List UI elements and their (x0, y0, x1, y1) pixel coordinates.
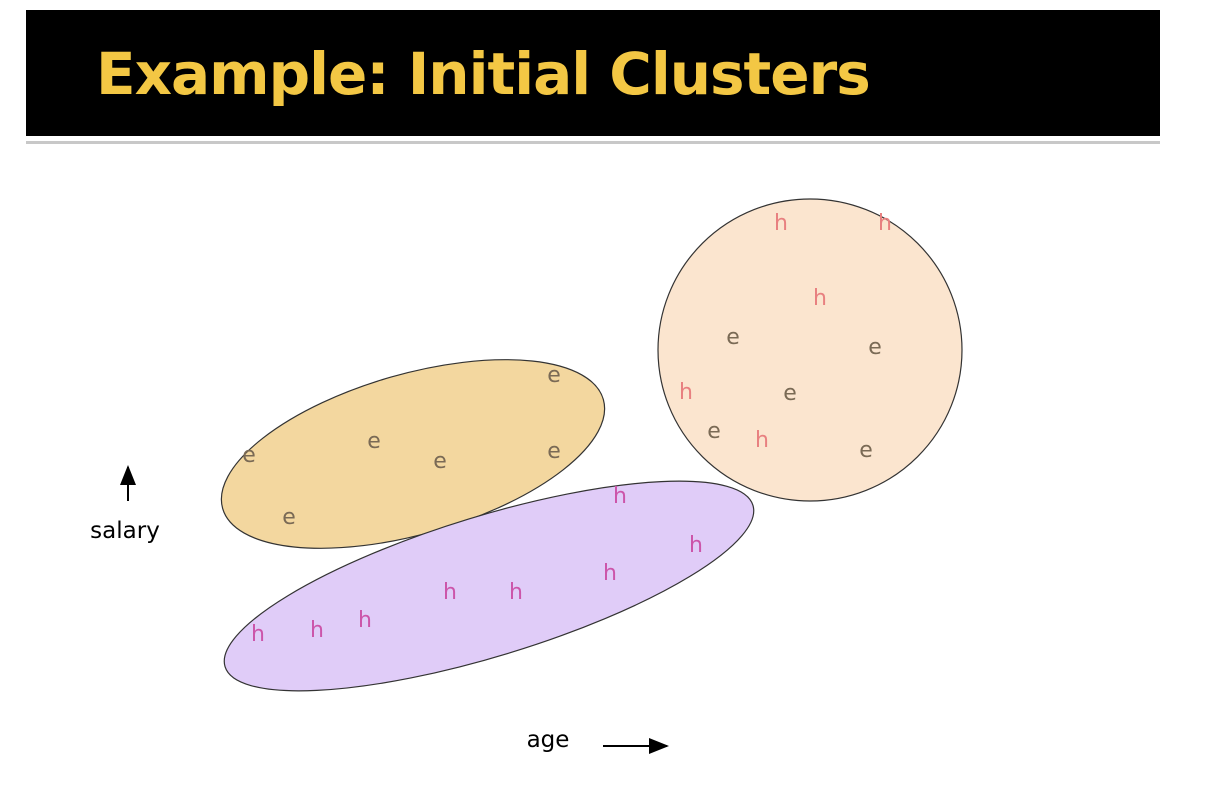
point-h: h (813, 286, 827, 311)
point-h: h (755, 428, 769, 453)
slide-title: Example: Initial Clusters (96, 40, 871, 108)
point-e: e (868, 335, 882, 360)
point-e: e (783, 381, 797, 406)
title-divider (26, 141, 1160, 144)
point-h: h (774, 211, 788, 236)
point-h: h (613, 484, 627, 509)
point-h: h (310, 618, 324, 643)
point-e: e (707, 419, 721, 444)
cluster-right-points: h h h e e h e e h e (679, 211, 892, 463)
point-h: h (443, 580, 457, 605)
point-e: e (859, 438, 873, 463)
cluster-left-points: e e e e e e (242, 363, 561, 530)
y-axis-label: salary (90, 518, 160, 544)
point-h: h (679, 380, 693, 405)
point-e: e (547, 439, 561, 464)
point-h: h (878, 211, 892, 236)
point-h: h (689, 533, 703, 558)
point-e: e (282, 505, 296, 530)
x-axis-label: age (527, 727, 570, 753)
point-e: e (726, 325, 740, 350)
point-e: e (242, 443, 256, 468)
cluster-bottom (223, 480, 755, 692)
cluster-bottom-points: h h h h h h h h (251, 484, 703, 647)
point-h: h (603, 561, 617, 586)
point-h: h (251, 622, 265, 647)
cluster-right (657, 198, 963, 502)
point-h: h (358, 608, 372, 633)
point-e: e (367, 429, 381, 454)
point-e: e (433, 449, 447, 474)
title-bar: Example: Initial Clusters (26, 10, 1160, 136)
point-h: h (509, 580, 523, 605)
point-e: e (547, 363, 561, 388)
